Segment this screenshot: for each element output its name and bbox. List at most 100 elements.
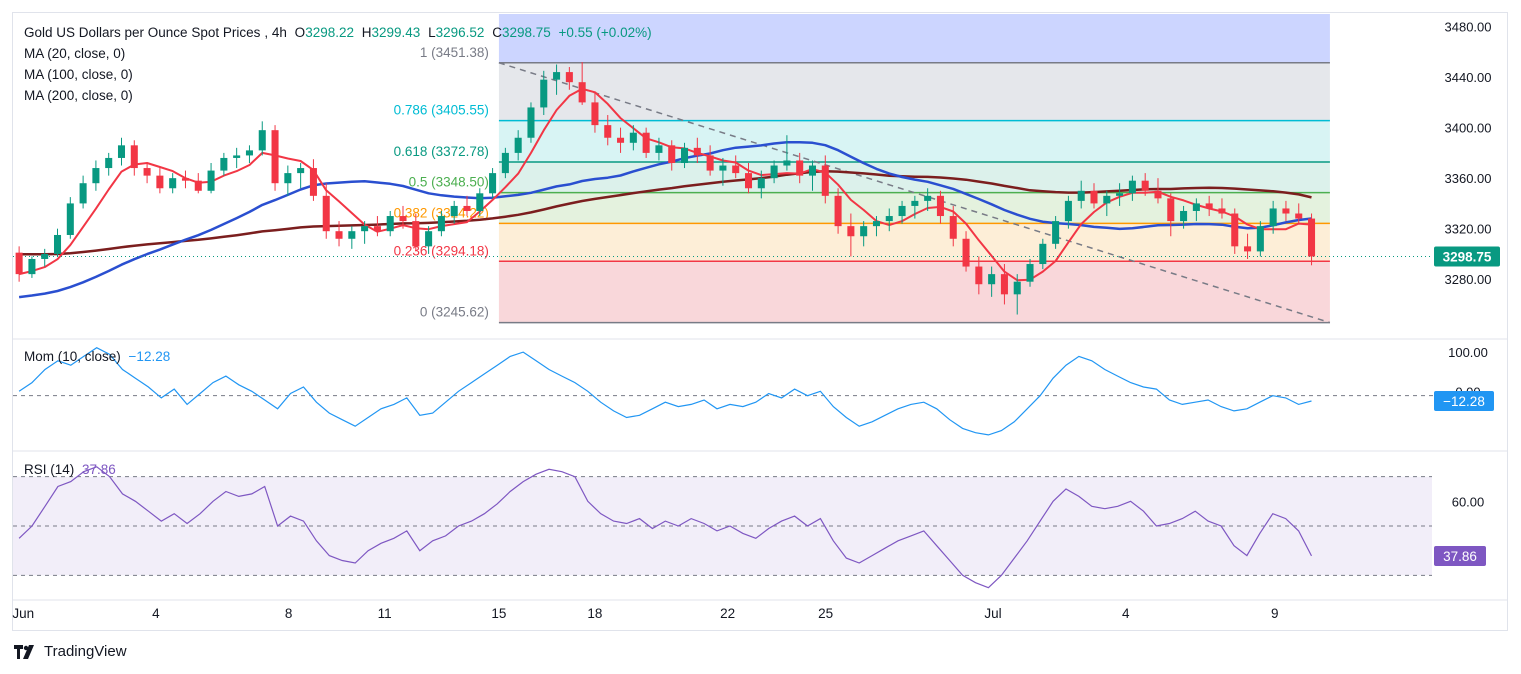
candle-body: [258, 130, 266, 151]
price-tick-label: 3440.00: [1445, 70, 1492, 85]
candle-body: [399, 216, 407, 222]
candle-body: [514, 137, 522, 153]
candle-body: [821, 165, 829, 196]
price-tick-label: 3280.00: [1445, 272, 1492, 287]
rsi-badge-label: 37.86: [1443, 549, 1477, 564]
candle-body: [1039, 243, 1047, 265]
price-tick-label: 3400.00: [1445, 121, 1492, 136]
candle-body: [962, 238, 970, 267]
rsi-band: [13, 476, 1432, 576]
candle-body: [553, 72, 561, 80]
time-axis[interactable]: Jun 4 8 11 15 18 22 25 Jul 4 9: [12, 599, 1508, 621]
candle-body: [92, 168, 100, 184]
candle-body: [386, 216, 394, 232]
candle-body: [924, 195, 932, 201]
last-price-badge-bg: [1434, 246, 1500, 267]
candle-body: [744, 173, 753, 189]
candle-body: [1064, 200, 1072, 222]
rsi-legend[interactable]: RSI (14) 37.86: [24, 459, 120, 480]
candle-body: [207, 170, 215, 191]
time-tick-label: 15: [491, 606, 506, 621]
mom-badge-label: −12.28: [1443, 394, 1485, 409]
candle-body: [425, 231, 433, 247]
candle-body: [143, 168, 151, 176]
candle-body: [169, 178, 177, 189]
candle-body: [194, 180, 202, 191]
candle-body: [860, 226, 868, 237]
candle-body: [578, 82, 586, 103]
candle-body: [1090, 190, 1098, 204]
candle-body: [437, 216, 445, 232]
candle-body: [297, 168, 305, 174]
candle-body: [1128, 180, 1136, 194]
time-tick-label: 25: [818, 606, 833, 621]
time-tick-label: Jun: [12, 606, 34, 621]
indicator-panes: [12, 338, 1508, 589]
ma200-legend[interactable]: MA (200, close, 0): [24, 88, 133, 103]
candle-body: [1103, 195, 1111, 204]
time-tick-label: 4: [1122, 606, 1130, 621]
candle-body: [949, 216, 957, 239]
candle-body: [463, 205, 471, 211]
candle-body: [1180, 210, 1188, 222]
candle-body: [911, 200, 919, 206]
candle-body: [706, 155, 714, 171]
time-tick-label: 18: [587, 606, 602, 621]
time-tick-label: 22: [720, 606, 735, 621]
candle-body: [796, 160, 804, 176]
fib-level-label: 0.618 (3372.78): [394, 144, 489, 159]
candle-body: [1013, 281, 1021, 295]
ma100-legend[interactable]: MA (100, close, 0): [24, 67, 133, 82]
candle-body: [450, 205, 458, 217]
candle-body: [719, 165, 727, 171]
price-change: +0.55 (+0.02%): [558, 25, 652, 40]
trendline-segment: [498, 62, 1331, 324]
candle-body: [1244, 246, 1252, 252]
brand-footer[interactable]: TradingView: [14, 643, 127, 660]
fib-band: [498, 261, 1330, 323]
candle-body: [604, 125, 612, 138]
candle-body: [770, 165, 778, 179]
candle-body: [1116, 193, 1124, 196]
ohlc-close: C3298.75: [492, 25, 551, 40]
trend-line[interactable]: [498, 62, 1331, 324]
candle-body: [936, 195, 944, 217]
candle-body: [642, 132, 650, 153]
symbol-legend: Gold US Dollars per Ounce Spot Prices, 4…: [24, 25, 652, 40]
time-tick-label: Jul: [984, 606, 1001, 621]
candle-body: [565, 72, 573, 83]
candle-body: [489, 173, 497, 194]
candle-body: [245, 150, 253, 156]
candle-body: [1308, 218, 1316, 257]
fib-band-top: [498, 14, 1330, 63]
candle-body: [1077, 190, 1085, 201]
fibonacci-retracement[interactable]: 1 (3451.38) 0.786 (3405.55) 0.618 (3372.78…: [394, 14, 1330, 324]
candle-body: [591, 102, 599, 126]
candle-body: [898, 205, 906, 217]
mom-legend[interactable]: Mom (10, close) −12.28: [24, 346, 174, 367]
last-price-label: 3298.75: [1443, 249, 1492, 264]
candle-body: [1231, 213, 1239, 247]
candle-body: [105, 157, 113, 169]
ma20-legend[interactable]: MA (20, close, 0): [24, 46, 126, 61]
candle-body: [156, 175, 164, 189]
interval-label: 4h: [271, 25, 287, 40]
candle-body: [1192, 203, 1200, 211]
price-tick-label: 3480.00: [1445, 20, 1492, 35]
mom-tick-label: 100.00: [1448, 345, 1488, 360]
price-axis[interactable]: 3480.00 3440.00 3400.00 3360.00 3320.00 3280.…: [1434, 20, 1500, 566]
candle-body: [28, 258, 36, 275]
candle-body: [834, 195, 842, 227]
candle-body: [373, 226, 381, 232]
rsi-badge-bg: [1434, 545, 1486, 566]
candle-body: [66, 203, 74, 235]
candle-body: [181, 178, 189, 181]
candle-body: [757, 178, 765, 189]
candle-body: [348, 231, 356, 239]
rsi-line: [18, 466, 1313, 589]
candle-body: [41, 253, 49, 259]
candle-body: [1154, 190, 1162, 199]
fib-level-label: 0.786 (3405.55): [394, 103, 489, 118]
mom-title: Mom (10, close): [24, 349, 121, 364]
